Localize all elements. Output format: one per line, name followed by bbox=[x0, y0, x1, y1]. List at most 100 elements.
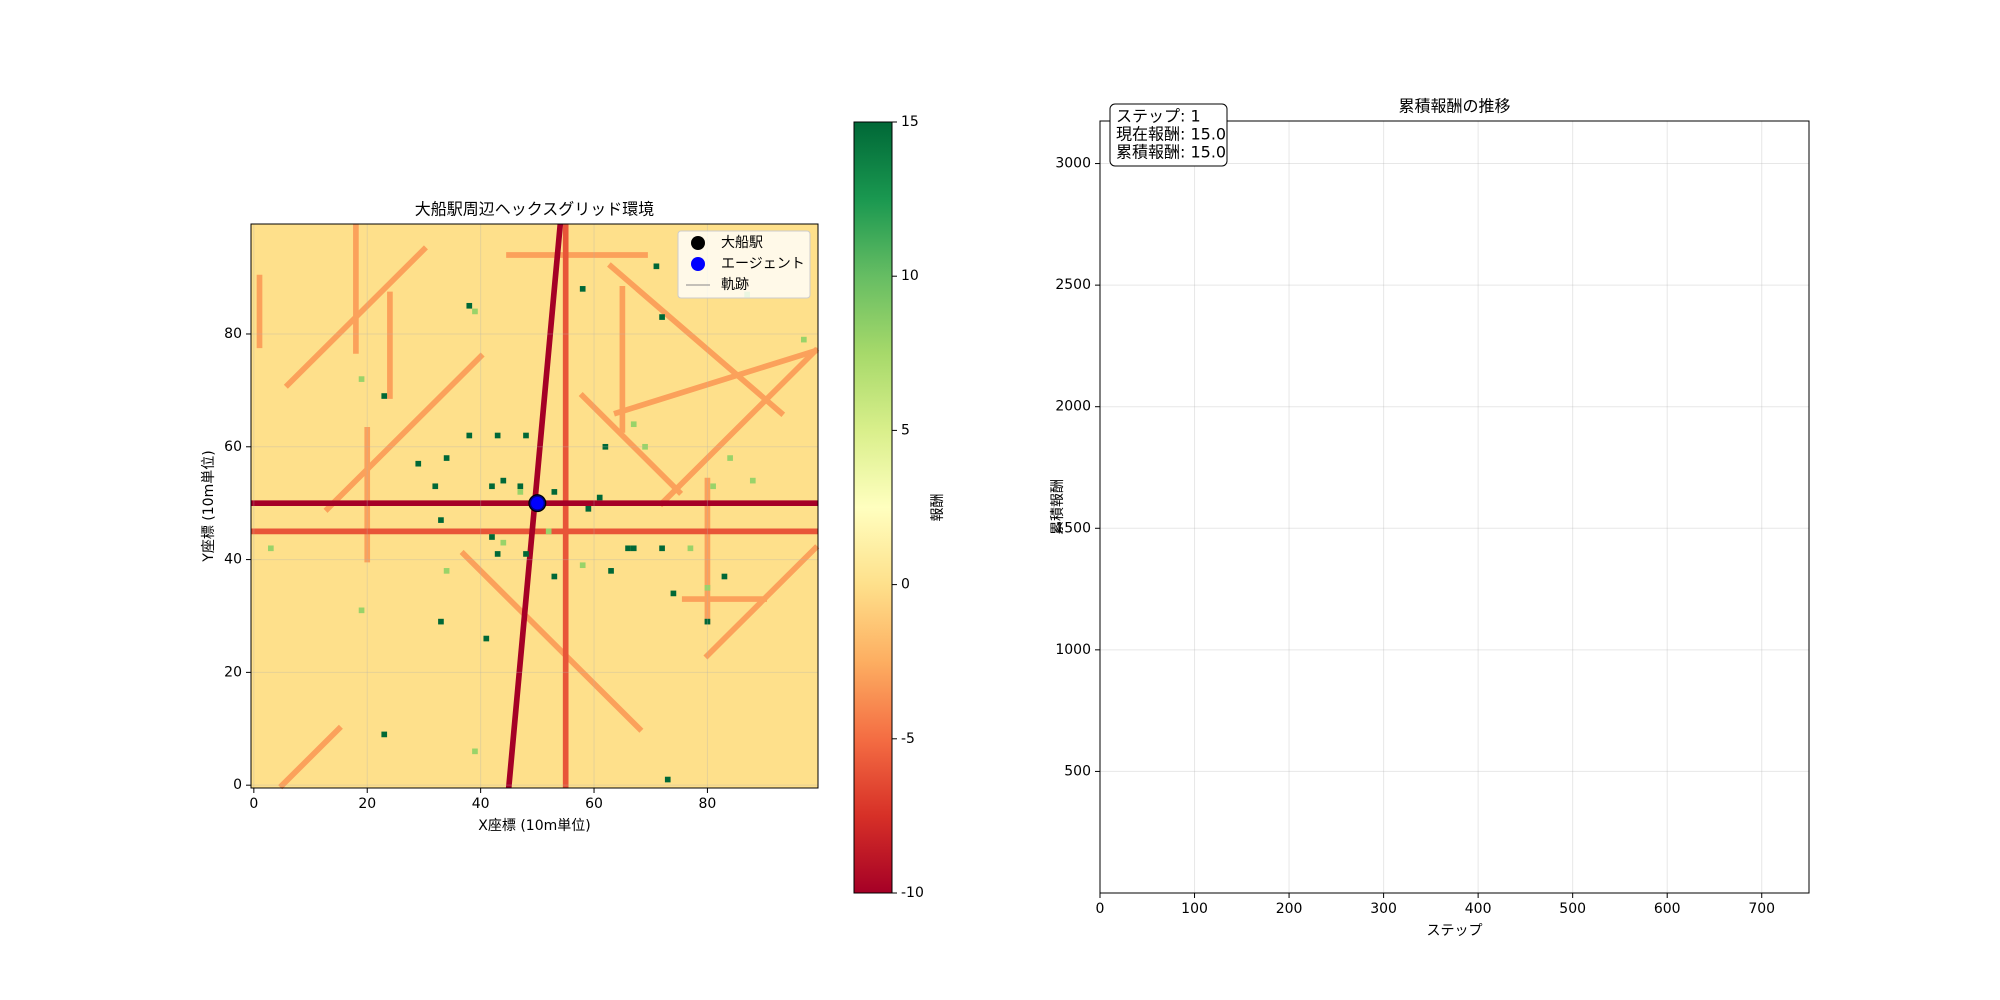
heatmap-cell bbox=[432, 483, 439, 490]
heatmap-segment bbox=[459, 549, 644, 733]
x-tick-label: 0 bbox=[1096, 901, 1105, 917]
chart-title: 大船駅周辺ヘックスグリッド環境 bbox=[415, 200, 655, 219]
legend-marker bbox=[691, 257, 705, 271]
heatmap-cell bbox=[438, 517, 444, 523]
heatmap-cell bbox=[596, 494, 603, 501]
colorbar bbox=[853, 121, 893, 894]
y-tick-label: 3000 bbox=[1055, 156, 1091, 172]
heatmap-cell bbox=[358, 607, 365, 614]
heatmap-cell bbox=[415, 460, 422, 467]
heatmap-cell bbox=[489, 483, 495, 490]
heatmap-cell bbox=[489, 534, 495, 540]
colorbar-tick-label: -5 bbox=[901, 731, 915, 747]
x-axis-label: X座標 (10m単位) bbox=[478, 818, 590, 834]
annotation-text: 現在報酬: 15.0 bbox=[1116, 125, 1226, 144]
heatmap-cell bbox=[443, 568, 450, 574]
x-tick-label: 500 bbox=[1559, 901, 1586, 917]
x-tick-label: 0 bbox=[249, 796, 258, 812]
heatmap-segment bbox=[607, 262, 786, 417]
heatmap-cell bbox=[494, 432, 501, 439]
heatmap-segment bbox=[278, 724, 343, 790]
colorbar-tick-label: 15 bbox=[901, 114, 919, 130]
x-tick-label: 20 bbox=[358, 796, 376, 812]
x-tick-label: 200 bbox=[1276, 901, 1303, 917]
heatmap-segment bbox=[658, 346, 820, 508]
heatmap-cell bbox=[500, 477, 507, 484]
annotation-text: ステップ: 1 bbox=[1116, 107, 1201, 126]
y-axis-label: Y座標 (10m単位) bbox=[201, 450, 217, 562]
heatmap-cell bbox=[653, 263, 660, 270]
heatmap-cell bbox=[517, 483, 524, 490]
heatmap-cell bbox=[523, 551, 529, 557]
heatmap-cell bbox=[466, 432, 473, 439]
heatmap-cell bbox=[472, 748, 478, 755]
heatmap-cell bbox=[545, 528, 552, 535]
heatmap-cell bbox=[710, 483, 716, 490]
x-tick-label: 300 bbox=[1370, 901, 1397, 917]
y-tick-label: 0 bbox=[233, 777, 242, 793]
heatmap-cell bbox=[664, 776, 671, 783]
x-tick-label: 400 bbox=[1465, 901, 1492, 917]
heatmap-segment bbox=[283, 245, 428, 389]
heatmap-cell bbox=[670, 590, 677, 597]
heatmap-cell bbox=[551, 489, 558, 495]
heatmap-cell bbox=[585, 506, 592, 512]
x-tick-label: 600 bbox=[1654, 901, 1681, 917]
x-tick-label: 100 bbox=[1181, 901, 1208, 917]
heatmap-cell bbox=[517, 489, 524, 495]
heatmap-cell bbox=[483, 635, 490, 642]
heatmap-cell bbox=[727, 455, 733, 461]
heatmap-cell bbox=[721, 573, 728, 580]
heatmap-cell bbox=[438, 618, 444, 625]
heatmap-cell bbox=[800, 336, 807, 343]
x-tick-label: 700 bbox=[1748, 901, 1775, 917]
colorbar-label: 報酬 bbox=[930, 494, 946, 522]
colorbar-tick-label: 0 bbox=[901, 577, 910, 593]
axes-frame bbox=[250, 223, 819, 789]
heatmap-cell bbox=[579, 286, 586, 292]
annotation-text: 累積報酬: 15.0 bbox=[1116, 143, 1226, 162]
legend-label: 軌跡 bbox=[721, 277, 749, 293]
x-axis-label: ステップ bbox=[1427, 923, 1483, 939]
x-tick-label: 80 bbox=[699, 796, 717, 812]
heatmap-cell bbox=[749, 477, 756, 484]
y-axis-label: 累積報酬 bbox=[1050, 479, 1066, 535]
x-tick-label: 40 bbox=[472, 796, 490, 812]
annotation-box bbox=[1109, 103, 1228, 167]
heatmap-cell bbox=[608, 568, 614, 574]
heatmap-cell bbox=[551, 573, 558, 580]
heatmap-cell bbox=[625, 545, 631, 552]
heatmap-cell bbox=[494, 551, 501, 557]
heatmap-segment bbox=[613, 347, 819, 417]
heatmap-cell bbox=[443, 455, 450, 461]
heatmap-cell bbox=[472, 308, 478, 315]
legend-label: エージェント bbox=[721, 256, 805, 272]
axes-frame bbox=[1099, 120, 1810, 894]
chart-title: 累積報酬の推移 bbox=[1398, 97, 1510, 116]
x-tick-label: 60 bbox=[585, 796, 603, 812]
y-tick-label: 60 bbox=[224, 439, 242, 455]
heatmap-cell bbox=[466, 302, 473, 309]
y-tick-label: 500 bbox=[1064, 763, 1091, 779]
heatmap-cell bbox=[630, 545, 637, 552]
colorbar-tick-label: -10 bbox=[901, 885, 924, 901]
heatmap-cell bbox=[268, 545, 274, 552]
legend-label: 大船駅 bbox=[721, 235, 763, 251]
heatmap-cell bbox=[500, 539, 507, 546]
colorbar-tick-label: 10 bbox=[901, 268, 919, 284]
y-tick-label: 20 bbox=[224, 664, 242, 680]
heatmap-cell bbox=[602, 443, 609, 450]
y-tick-label: 40 bbox=[224, 552, 242, 568]
marker bbox=[529, 495, 546, 511]
heatmap-segment bbox=[323, 352, 485, 513]
heatmap-cell bbox=[659, 545, 665, 552]
legend-marker bbox=[691, 236, 705, 250]
heatmap-cell bbox=[630, 421, 637, 428]
colorbar-tick-label: 5 bbox=[901, 422, 910, 438]
y-tick-label: 2000 bbox=[1055, 399, 1091, 415]
heatmap-cell bbox=[704, 618, 711, 625]
heatmap-cell bbox=[579, 562, 586, 569]
heatmap-cell bbox=[381, 731, 388, 738]
y-tick-label: 1000 bbox=[1055, 642, 1091, 658]
